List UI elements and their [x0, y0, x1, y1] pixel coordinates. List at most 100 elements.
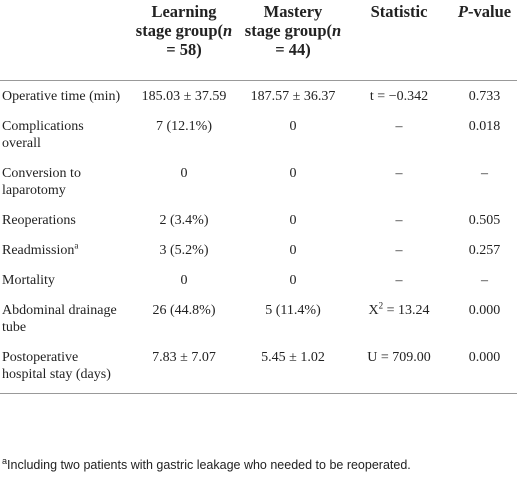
cell-text: –: [395, 243, 403, 258]
value-cell: 0: [240, 111, 346, 158]
header-cell: P-value: [452, 0, 517, 81]
row-label: Operative time (min): [0, 81, 128, 112]
cell-text: 2 (3.4%): [159, 213, 209, 228]
row-label: Abdominal drainage tube: [0, 295, 128, 342]
cell-text: –: [395, 119, 403, 134]
value-cell: –: [452, 158, 517, 205]
value-cell: X2 = 13.24: [346, 295, 452, 342]
value-cell: 5.45 ± 1.02: [240, 342, 346, 394]
value-cell: –: [346, 111, 452, 158]
table-row: Complications overall 7 (12.1%) 0 – 0.018: [0, 111, 517, 158]
cell-text: 7 (12.1%): [156, 119, 212, 134]
value-cell: 7 (12.1%): [128, 111, 240, 158]
cell-text: U = 709.00: [367, 350, 431, 365]
table-row: Postoperative hospital stay (days) 7.83 ±…: [0, 342, 517, 394]
row-label: Conversion to laparotomy: [0, 158, 128, 205]
cell-text: 0: [180, 166, 188, 181]
value-cell: –: [452, 265, 517, 295]
cell-text: Complications overall: [2, 119, 84, 151]
cell-text: 0.000: [468, 303, 501, 318]
cell-text: (: [326, 21, 333, 40]
cell-text: Including two patients with gastric leak…: [7, 458, 411, 472]
cell-text: –: [395, 273, 403, 288]
data-table: Learning stage group(n = 58) Mastery stag…: [0, 0, 517, 394]
value-cell: 3 (5.2%): [128, 235, 240, 265]
value-cell: 187.57 ± 36.37: [240, 81, 346, 112]
cell-text: Statistic: [370, 2, 428, 21]
cell-text: Reoperations: [2, 213, 76, 228]
value-cell: 0: [240, 265, 346, 295]
value-cell: 0: [128, 158, 240, 205]
cell-text: 0.257: [468, 243, 501, 258]
header-cell: [0, 0, 128, 81]
cell-text: 187.57 ± 36.37: [250, 89, 336, 104]
value-cell: 0: [128, 265, 240, 295]
value-cell: 0.018: [452, 111, 517, 158]
value-cell: 0.000: [452, 295, 517, 342]
cell-text: –: [395, 213, 403, 228]
value-cell: 185.03 ± 37.59: [128, 81, 240, 112]
cell-text: 0.505: [468, 213, 501, 228]
value-cell: –: [346, 265, 452, 295]
value-cell: –: [346, 235, 452, 265]
cell-text: –: [481, 166, 488, 181]
cell-text: n: [223, 21, 233, 40]
value-cell: t = −0.342: [346, 81, 452, 112]
cell-text: 0: [289, 273, 297, 288]
table-row: Operative time (min) 185.03 ± 37.59 187.57…: [0, 81, 517, 112]
superscript: a: [74, 240, 79, 251]
cell-text: = 13.24: [383, 303, 430, 318]
cell-text: 5 (11.4%): [265, 303, 321, 318]
cell-text: 0: [289, 119, 297, 134]
cell-text: 0: [289, 213, 297, 228]
value-cell: 7.83 ± 7.07: [128, 342, 240, 394]
header-row: Learning stage group(n = 58) Mastery stag…: [0, 0, 517, 81]
cell-text: 0: [289, 243, 297, 258]
footnote: aIncluding two patients with gastric lea…: [2, 455, 411, 472]
value-cell: 5 (11.4%): [240, 295, 346, 342]
cell-text: Conversion to laparotomy: [2, 166, 81, 198]
cell-text: Learning stage group: [135, 2, 218, 40]
cell-text: X: [368, 303, 379, 318]
cell-text: n: [332, 21, 342, 40]
cell-text: = 58): [166, 40, 202, 59]
cell-text: Readmission: [2, 243, 75, 258]
cell-text: 7.83 ± 7.07: [152, 350, 216, 365]
row-label: Postoperative hospital stay (days): [0, 342, 128, 394]
superscript: 2: [378, 300, 384, 311]
value-cell: 0: [240, 205, 346, 235]
value-cell: 0.000: [452, 342, 517, 394]
superscript: a: [2, 455, 8, 466]
table-row: Conversion to laparotomy 0 0 – –: [0, 158, 517, 205]
table-row: Mortality 0 0 – –: [0, 265, 517, 295]
row-label: Complications overall: [0, 111, 128, 158]
cell-text: P: [457, 2, 468, 21]
value-cell: 0.505: [452, 205, 517, 235]
header-cell: Mastery stage group(n = 44): [240, 0, 346, 81]
value-cell: 26 (44.8%): [128, 295, 240, 342]
cell-text: Operative time (min): [2, 89, 121, 104]
row-label: Reoperations: [0, 205, 128, 235]
cell-text: Mortality: [2, 273, 55, 288]
value-cell: 0: [240, 235, 346, 265]
cell-text: 0: [180, 273, 188, 288]
cell-text: 5.45 ± 1.02: [261, 350, 325, 365]
cell-text: 3 (5.2%): [159, 243, 209, 258]
cell-text: Mastery stage group: [244, 2, 327, 40]
row-label: Mortality: [0, 265, 128, 295]
cell-text: 0.018: [468, 119, 501, 134]
cell-text: Abdominal drainage tube: [2, 303, 117, 335]
row-label: Readmissiona: [0, 235, 128, 265]
value-cell: 2 (3.4%): [128, 205, 240, 235]
cell-text: = 44): [275, 40, 311, 59]
cell-text: 0.000: [468, 350, 501, 365]
table-row: Abdominal drainage tube 26 (44.8%) 5 (11.4…: [0, 295, 517, 342]
value-cell: –: [346, 158, 452, 205]
cell-text: –: [395, 166, 403, 181]
value-cell: U = 709.00: [346, 342, 452, 394]
cell-text: 26 (44.8%): [152, 303, 216, 318]
cell-text: (: [217, 21, 224, 40]
value-cell: –: [346, 205, 452, 235]
cell-text: t = −0.342: [369, 89, 429, 104]
table-row: Readmissiona 3 (5.2%) 0 – 0.257: [0, 235, 517, 265]
